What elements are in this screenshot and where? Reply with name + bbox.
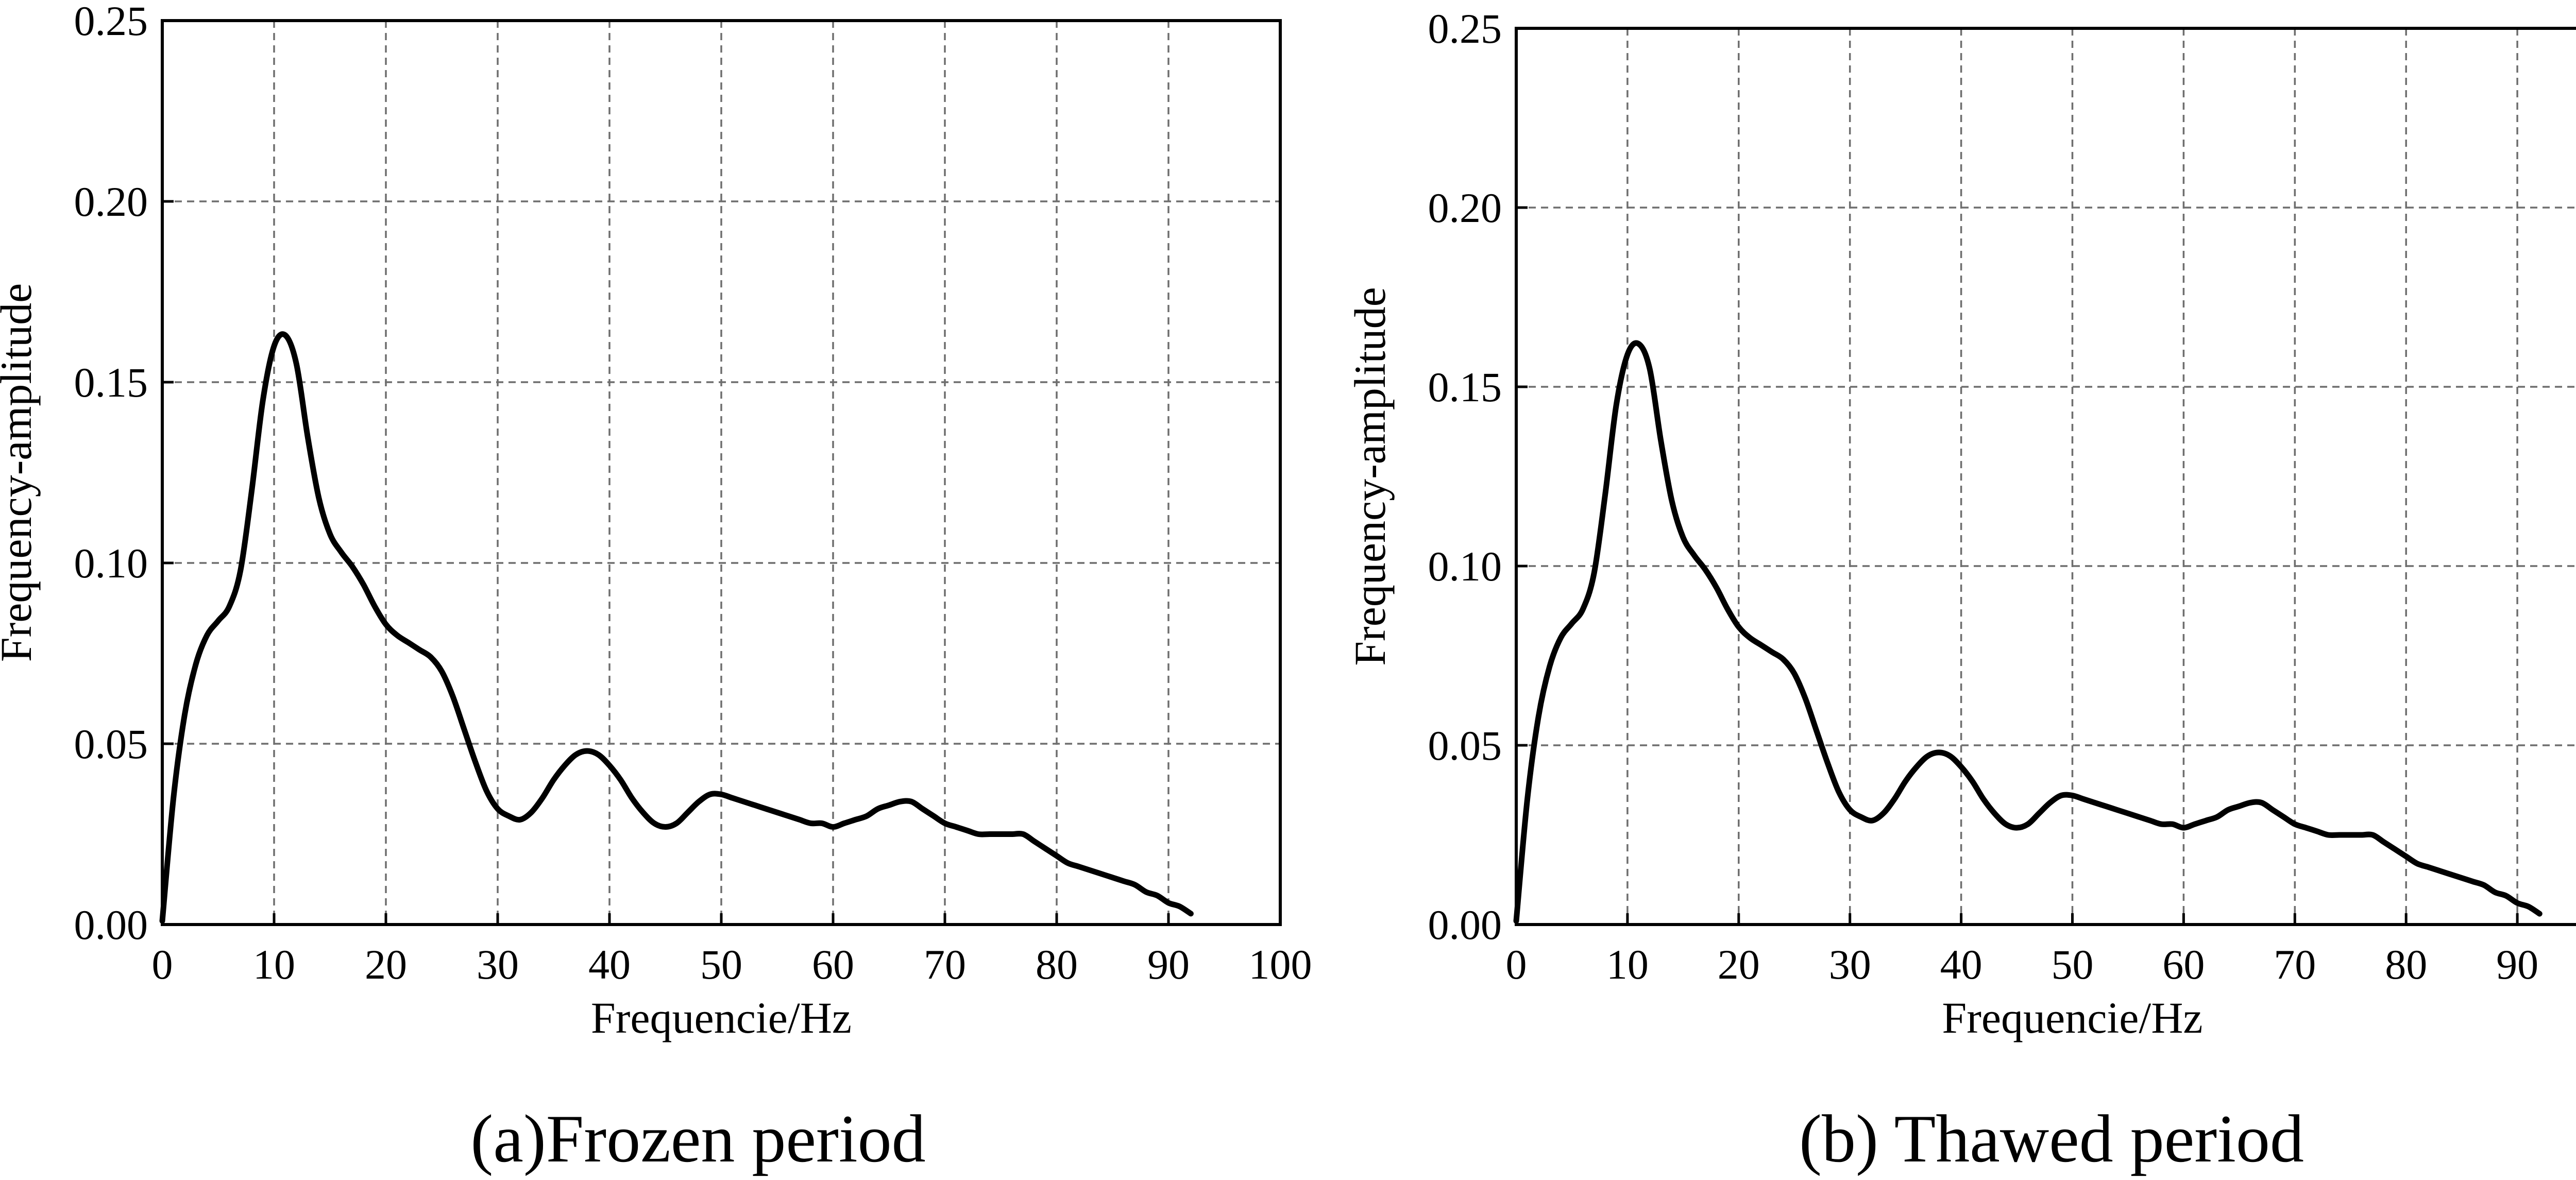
x-tick-label: 90 <box>2496 941 2538 988</box>
chart-caption: (b) Thawed period <box>1799 1101 2304 1176</box>
y-tick-label: 0.05 <box>1428 722 1502 769</box>
y-tick-label: 0.00 <box>74 901 148 948</box>
x-tick-label: 40 <box>588 941 631 988</box>
y-axis-label: Frequency-amplitude <box>1345 287 1395 666</box>
y-tick-label: 0.25 <box>1428 5 1502 52</box>
y-tick-label: 0.25 <box>74 0 148 44</box>
x-tick-label: 100 <box>1249 941 1312 988</box>
x-tick-label: 30 <box>1829 941 1871 988</box>
x-tick-label: 50 <box>2052 941 2094 988</box>
y-tick-label: 0.00 <box>1428 901 1502 948</box>
x-tick-label: 80 <box>2385 941 2427 988</box>
x-tick-label: 10 <box>253 941 295 988</box>
series-line <box>1513 340 2543 924</box>
plot-frame <box>1515 27 2576 926</box>
y-tick-label: 0.20 <box>1428 184 1502 231</box>
y-tick-label: 0.20 <box>74 178 148 225</box>
chart-caption: (a)Frozen period <box>470 1101 925 1176</box>
y-tick-label: 0.10 <box>74 540 148 587</box>
x-tick-label: 40 <box>1940 941 1982 988</box>
chart-b: 01020304050607080901000.000.050.100.150.… <box>1345 5 2576 1176</box>
x-tick-label: 50 <box>700 941 742 988</box>
x-tick-label: 70 <box>924 941 966 988</box>
y-tick-label: 0.05 <box>74 721 148 767</box>
x-tick-label: 0 <box>152 941 173 988</box>
y-axis-label: Frequency-amplitude <box>0 283 41 662</box>
x-axis-label: Frequencie/Hz <box>591 993 852 1042</box>
x-tick-label: 10 <box>1606 941 1649 988</box>
x-tick-label: 20 <box>365 941 407 988</box>
x-tick-label: 70 <box>2274 941 2316 988</box>
x-axis-label: Frequencie/Hz <box>1942 993 2202 1042</box>
x-tick-label: 60 <box>2162 941 2205 988</box>
chart-a: 0 10 20 30 40 50 60 70 80 90 100 0.00 0.05 0.10 0.15 0.… <box>0 0 1312 1176</box>
x-tick-label: 30 <box>477 941 519 988</box>
x-tick-label: 0 <box>1506 941 1527 988</box>
series-line <box>159 331 1194 924</box>
x-tick-label: 90 <box>1147 941 1190 988</box>
x-tick-label: 20 <box>1718 941 1760 988</box>
x-tick-label: 60 <box>812 941 854 988</box>
x-tick-label: 80 <box>1036 941 1078 988</box>
y-tick-label: 0.10 <box>1428 543 1502 590</box>
y-tick-label: 0.15 <box>1428 364 1502 411</box>
y-tick-label: 0.15 <box>74 359 148 406</box>
